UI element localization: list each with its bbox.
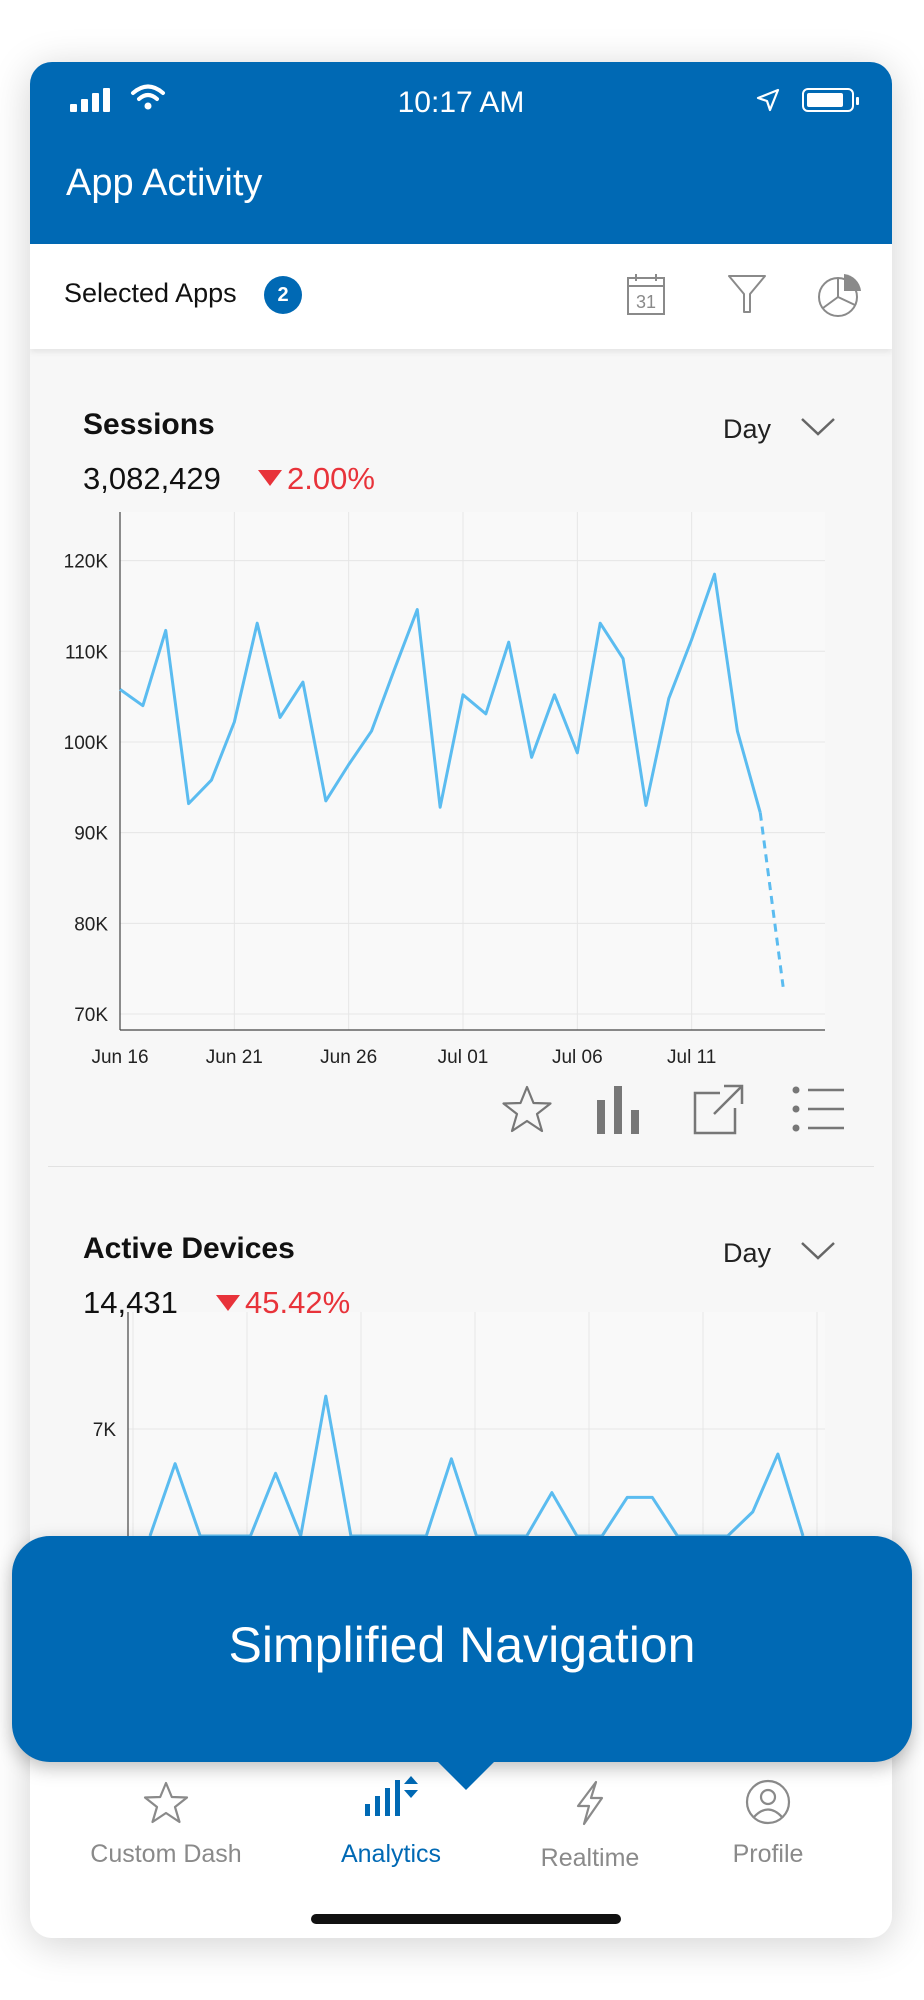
tooltip-pointer <box>436 1760 496 1790</box>
svg-text:31: 31 <box>636 292 656 312</box>
y-tick-label: 70K <box>74 1005 108 1026</box>
sessions-value: 3,082,429 <box>83 461 221 496</box>
y-tick-label: 7K <box>93 1420 117 1441</box>
tab-label: Profile <box>732 1840 804 1868</box>
star-icon <box>143 1781 189 1824</box>
active-devices-value: 14,431 <box>83 1285 178 1320</box>
sessions-delta: 2.00% <box>287 461 375 496</box>
sessions-title: Sessions <box>83 408 215 441</box>
selected-apps-bar: Selected Apps 2 31 <box>30 244 892 349</box>
active-devices-title: Active Devices <box>83 1232 295 1265</box>
tab-custom-dash[interactable]: Custom Dash <box>66 1760 266 1900</box>
list-icon[interactable] <box>792 1086 846 1132</box>
tab-label: Realtime <box>540 1844 640 1872</box>
x-tick-label: Jul 06 <box>552 1047 603 1068</box>
y-tick-label: 90K <box>74 824 108 845</box>
y-tick-label: 110K <box>65 642 108 663</box>
battery-icon <box>802 88 859 112</box>
y-tick-label: 80K <box>74 914 108 935</box>
chevron-down-icon[interactable] <box>800 416 836 438</box>
selected-apps-label[interactable]: Selected Apps <box>64 278 237 308</box>
active-devices-delta: 45.42% <box>245 1285 351 1320</box>
tab-profile[interactable]: Profile <box>668 1760 868 1900</box>
sessions-projected-line <box>758 812 785 987</box>
page-title: App Activity <box>66 162 263 204</box>
tab-realtime[interactable]: Realtime <box>490 1760 690 1900</box>
home-indicator <box>311 1914 621 1924</box>
active-devices-period-select[interactable]: Day <box>723 1238 772 1268</box>
tab-label: Custom Dash <box>90 1840 242 1868</box>
tooltip-text: Simplified Navigation <box>228 1617 696 1673</box>
x-tick-label: Jun 16 <box>91 1047 148 1068</box>
y-tick-label: 120K <box>64 552 109 573</box>
x-tick-label: Jun 21 <box>206 1047 263 1068</box>
filter-icon[interactable] <box>727 272 767 316</box>
calendar-icon[interactable]: 31 <box>626 272 666 316</box>
star-icon[interactable] <box>500 1084 554 1136</box>
card-divider <box>48 1166 874 1167</box>
sessions-series-line <box>119 572 762 814</box>
x-tick-label: Jul 11 <box>667 1047 716 1068</box>
selected-apps-count-badge[interactable]: 2 <box>264 276 302 314</box>
chevron-down-icon[interactable] <box>800 1240 836 1262</box>
sessions-chart: 70K 80K 90K 100K 110K 120K Jun 16 Jun 21 Jun 26 J… <box>64 512 825 1556</box>
status-time: 10:17 AM <box>397 86 525 119</box>
tab-analytics[interactable]: Analytics <box>291 1760 491 1900</box>
sessions-period-select[interactable]: Day <box>723 414 772 444</box>
analytics-icon <box>365 1776 418 1816</box>
wifi-icon <box>131 84 165 110</box>
signal-icon <box>70 88 110 112</box>
x-tick-label: Jun 26 <box>320 1047 377 1068</box>
down-arrow-icon <box>216 1295 240 1311</box>
tab-label: Analytics <box>340 1840 442 1868</box>
onboarding-tooltip[interactable]: Simplified Navigation <box>12 1536 912 1762</box>
bar-chart-icon[interactable] <box>595 1084 641 1134</box>
lightning-icon <box>576 1780 604 1826</box>
y-tick-label: 100K <box>64 733 109 754</box>
chart-plot-area <box>120 512 825 1030</box>
x-tick-label: Jul 01 <box>438 1047 489 1068</box>
share-icon[interactable] <box>692 1083 746 1135</box>
down-arrow-icon <box>258 470 282 486</box>
app-header: 10:17 AM App Activity <box>30 62 892 244</box>
pie-chart-icon[interactable] <box>816 272 864 318</box>
profile-icon <box>745 1779 791 1825</box>
chart-plot-area <box>128 1312 825 1556</box>
location-icon <box>756 88 780 112</box>
